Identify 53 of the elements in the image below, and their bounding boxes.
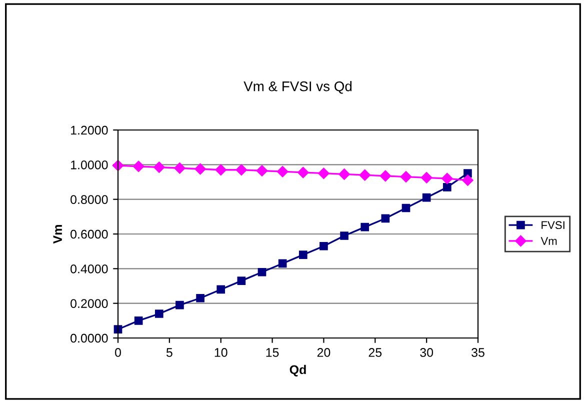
y-axis-title: Vm	[53, 225, 62, 244]
point	[216, 285, 226, 294]
y-tick-label: 0.0000	[70, 334, 108, 343]
x-tick-label: 10	[214, 348, 228, 357]
legend-label: FVSI	[542, 221, 564, 230]
point	[380, 170, 392, 182]
x-tick-label: 0	[115, 348, 121, 357]
point	[278, 259, 287, 268]
point	[420, 172, 432, 184]
x-tick-label: 35	[472, 348, 484, 357]
point	[256, 165, 268, 176]
point	[154, 162, 165, 173]
point	[359, 169, 370, 181]
point	[132, 160, 144, 172]
point	[402, 204, 410, 212]
y-tick-label: 0.4000	[70, 264, 108, 274]
y-tick-label: 0.2000	[70, 299, 108, 308]
point	[298, 250, 308, 259]
x-axis-title: Qd	[290, 364, 306, 376]
x-tick-label: 20	[317, 348, 330, 357]
y-tick-label: 1.0000	[71, 160, 108, 170]
point	[258, 268, 266, 276]
point	[237, 276, 246, 285]
point	[338, 168, 350, 180]
y-tick-label: 1.2000	[71, 126, 108, 135]
point	[176, 300, 184, 310]
point	[360, 222, 370, 232]
point	[174, 162, 186, 174]
point	[320, 242, 328, 250]
point	[422, 193, 431, 202]
x-tick-label: 25	[368, 348, 382, 357]
point	[134, 316, 143, 325]
point	[442, 172, 453, 184]
point	[462, 174, 474, 186]
point	[215, 164, 226, 176]
point	[276, 166, 288, 178]
point	[381, 214, 390, 223]
point	[236, 164, 248, 176]
point	[442, 183, 452, 192]
x-tick-label: 30	[420, 348, 434, 357]
point	[196, 294, 204, 302]
point	[298, 166, 309, 178]
y-tick-label: 0.8000	[70, 195, 108, 204]
x-tick-label: 5	[166, 348, 172, 357]
y-tick-label: 0.6000	[70, 230, 108, 239]
point	[340, 232, 348, 240]
chart-title: Vm & FVSI vs Qd	[244, 81, 352, 94]
point	[318, 168, 330, 179]
point	[154, 310, 164, 318]
point	[194, 163, 206, 175]
x-tick-label: 15	[266, 348, 279, 357]
legend-label: Vm	[540, 237, 557, 245]
point	[400, 171, 412, 182]
